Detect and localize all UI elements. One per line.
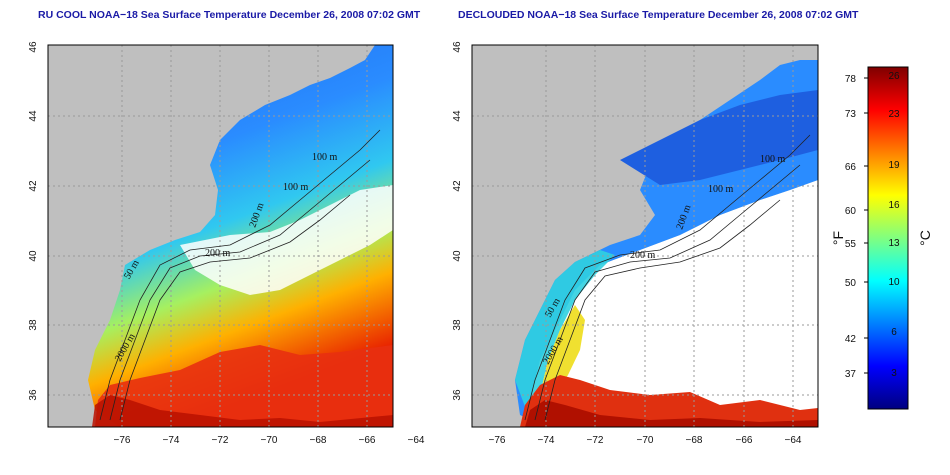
lat-tick: 46 xyxy=(452,41,463,53)
lat-tick: 38 xyxy=(452,319,463,331)
right-axis-ticks: −76 −74 −72 −70 −68 −66 −64 46 44 42 40 … xyxy=(452,41,802,446)
lon-tick: −76 xyxy=(114,435,131,446)
celsius-tick: 3 xyxy=(891,368,897,379)
right-panel-title: DECLOUDED NOAA−18 Sea Surface Temperatur… xyxy=(458,9,859,21)
masked-region xyxy=(530,180,818,427)
lat-tick: 40 xyxy=(452,250,463,262)
lat-tick: 42 xyxy=(28,180,39,192)
celsius-tick: 10 xyxy=(888,277,900,288)
gulf-stream-hot xyxy=(92,395,393,427)
left-map-frame xyxy=(47,44,394,428)
lat-tick: 42 xyxy=(452,180,463,192)
fahrenheit-tick: 37 xyxy=(845,369,857,380)
celsius-unit-label: °C xyxy=(917,230,933,246)
left-axis-ticks: −76 −74 −72 −70 −68 −66 −64 46 44 42 40 … xyxy=(28,41,425,446)
celsius-tick: 6 xyxy=(891,327,897,338)
celsius-tick: 19 xyxy=(888,160,900,171)
celsius-ticks: 26 23 19 16 13 10 6 3 xyxy=(888,71,900,379)
gulf-stream-hot xyxy=(525,400,818,427)
left-grid xyxy=(48,45,393,427)
contour-label-200m-left: 200 m xyxy=(205,248,231,259)
lon-tick: −68 xyxy=(310,435,327,446)
left-panel-title: RU COOL NOAA−18 Sea Surface Temperature … xyxy=(38,9,421,21)
lat-tick: 36 xyxy=(28,389,39,401)
fahrenheit-tick: 78 xyxy=(845,74,857,85)
fahrenheit-tick: 73 xyxy=(845,109,857,120)
lon-tick: −70 xyxy=(637,435,654,446)
colorbar-gradient xyxy=(867,66,909,410)
lat-tick: 36 xyxy=(452,389,463,401)
fahrenheit-tick: 55 xyxy=(845,239,857,250)
lon-tick: −70 xyxy=(261,435,278,446)
lon-tick: −68 xyxy=(686,435,703,446)
cold-coastal xyxy=(620,90,818,185)
contour-label-100m-right: 100 m xyxy=(708,184,734,195)
lon-tick: −74 xyxy=(538,435,555,446)
lat-tick: 46 xyxy=(28,41,39,53)
lat-tick: 44 xyxy=(452,110,463,122)
lon-tick: −72 xyxy=(587,435,604,446)
lat-tick: 44 xyxy=(28,110,39,122)
fahrenheit-tick: 50 xyxy=(845,278,857,289)
contour-label-100m-right-2: 100 m xyxy=(760,154,786,165)
fahrenheit-tick: 66 xyxy=(845,162,857,173)
right-map-panel xyxy=(472,45,818,427)
celsius-tick: 13 xyxy=(888,238,900,249)
lon-tick: −64 xyxy=(785,435,802,446)
celsius-tick: 26 xyxy=(888,71,900,82)
lat-tick: 38 xyxy=(28,319,39,331)
lon-tick: −72 xyxy=(212,435,229,446)
fahrenheit-tick: 60 xyxy=(845,206,857,217)
celsius-tick: 16 xyxy=(888,200,900,211)
bathymetry-contours xyxy=(99,129,381,421)
cloud-cover xyxy=(180,185,393,295)
contour-label-100m-left: 100 m xyxy=(283,182,309,193)
fahrenheit-ticks: 78 73 66 60 55 50 42 37 xyxy=(845,74,868,380)
bathymetry-contours xyxy=(524,134,811,421)
colorbar: 78 73 66 60 55 50 42 37 26 23 19 16 13 10 6 3 °F °C xyxy=(830,66,933,410)
fahrenheit-unit-label: °F xyxy=(830,231,846,245)
lat-tick: 40 xyxy=(28,250,39,262)
lon-tick: −66 xyxy=(359,435,376,446)
lon-tick: −64 xyxy=(408,435,425,446)
contour-label-200m-right: 200 m xyxy=(630,250,656,261)
fahrenheit-tick: 42 xyxy=(845,334,857,345)
right-map-frame xyxy=(471,44,819,428)
lon-tick: −76 xyxy=(489,435,506,446)
contour-label-100m-left-2: 100 m xyxy=(312,152,338,163)
celsius-tick: 23 xyxy=(888,109,900,120)
right-grid xyxy=(472,45,818,427)
left-map-panel xyxy=(48,45,393,427)
lon-tick: −66 xyxy=(736,435,753,446)
warm-shelf xyxy=(540,305,585,395)
cyan-shelf xyxy=(515,250,615,420)
lon-tick: −74 xyxy=(163,435,180,446)
